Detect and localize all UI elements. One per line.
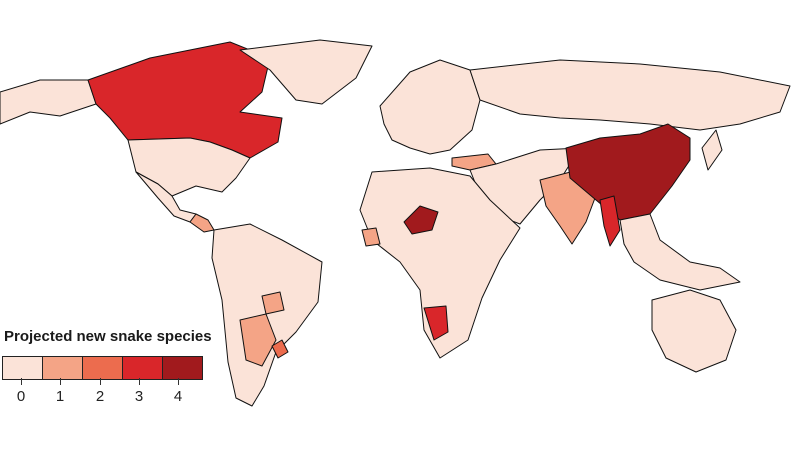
region-europe xyxy=(379,59,481,155)
region-south-america xyxy=(211,223,323,407)
region-argentina-north xyxy=(239,313,277,367)
region-southeast-asia xyxy=(619,213,741,291)
legend-label-3: 3 xyxy=(134,388,144,405)
legend-swatch-3 xyxy=(123,357,163,379)
legend-tick xyxy=(178,378,179,385)
legend-swatch-1 xyxy=(43,357,83,379)
legend-tick xyxy=(60,378,61,385)
region-paraguay xyxy=(261,291,285,315)
legend-swatch-0 xyxy=(3,357,43,379)
region-myanmar xyxy=(599,195,621,247)
legend-swatch-2 xyxy=(83,357,123,379)
legend-label-0: 0 xyxy=(16,388,26,405)
region-africa xyxy=(359,167,521,359)
region-greenland xyxy=(239,39,373,105)
region-niger xyxy=(403,205,439,235)
region-namibia xyxy=(423,305,449,341)
legend-label-2: 2 xyxy=(95,388,105,405)
region-uruguay xyxy=(271,339,289,359)
legend-labels: 0 1 2 3 4 xyxy=(2,388,202,408)
legend-label-4: 4 xyxy=(173,388,183,405)
legend-swatch-4 xyxy=(163,357,202,379)
region-alaska xyxy=(0,79,97,125)
legend-tick xyxy=(100,378,101,385)
region-russia xyxy=(469,59,791,131)
legend-tick xyxy=(139,378,140,385)
legend-color-scale xyxy=(2,356,203,380)
region-australia xyxy=(651,289,737,373)
region-japan xyxy=(701,129,723,171)
legend-ticks xyxy=(2,378,202,386)
region-central-america xyxy=(189,213,215,233)
region-china xyxy=(565,123,691,221)
legend-tick xyxy=(21,378,22,385)
region-west-africa-coast xyxy=(361,227,381,247)
legend-label-1: 1 xyxy=(55,388,65,405)
legend-title: Projected new snake species xyxy=(4,328,212,345)
